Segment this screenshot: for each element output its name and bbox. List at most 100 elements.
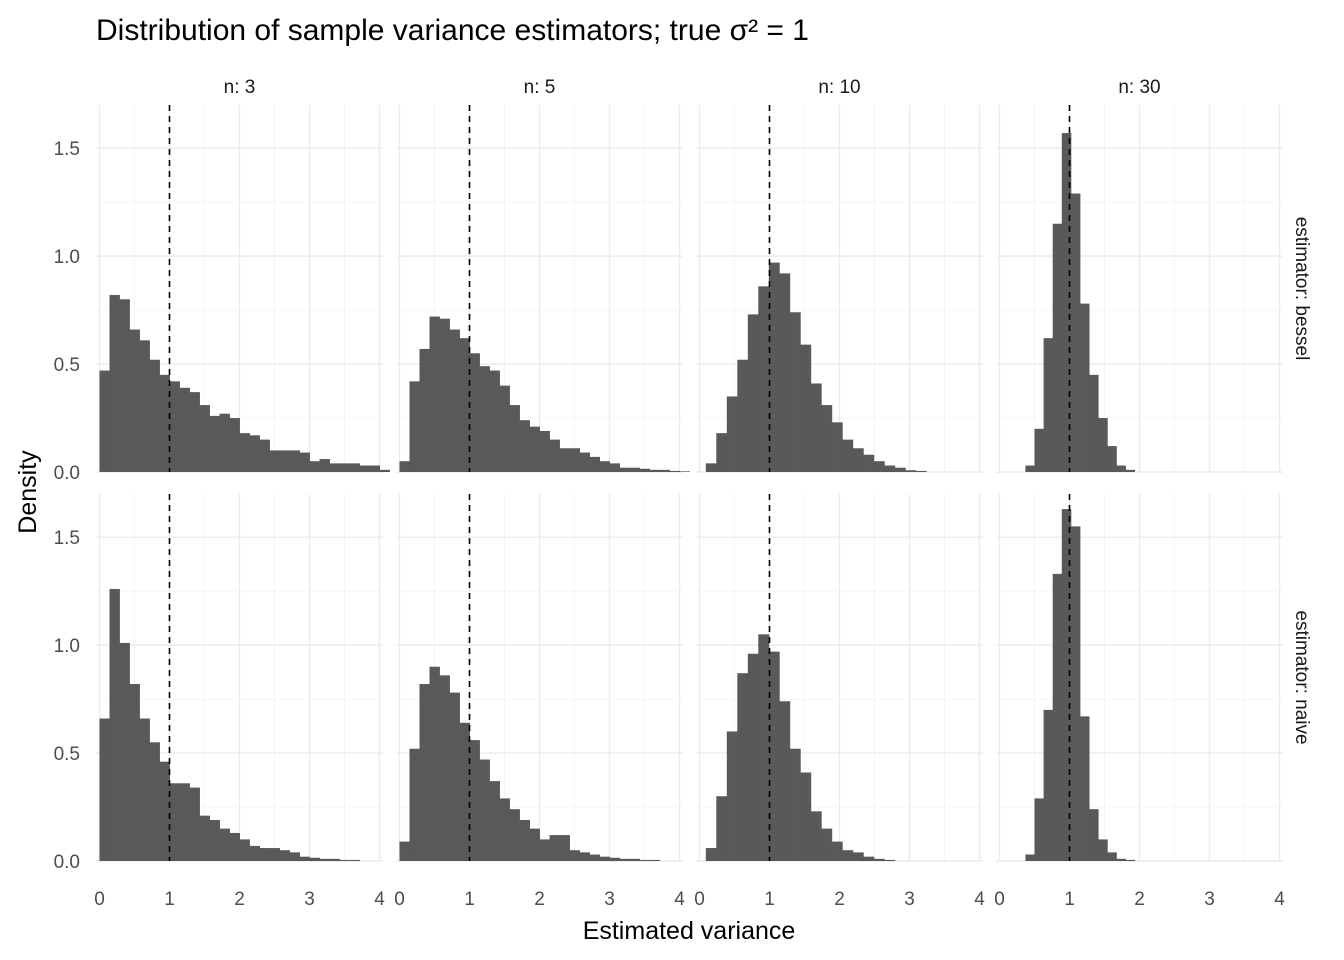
histogram-bar: [299, 856, 310, 861]
chart-title: Distribution of sample variance estimato…: [96, 14, 809, 47]
x-tick-label: 3: [904, 889, 915, 910]
histogram-bar: [1098, 418, 1108, 472]
histogram-bar: [789, 748, 801, 861]
histogram-bar: [409, 381, 420, 472]
histogram-bar: [599, 461, 610, 472]
histogram-bar: [259, 848, 270, 861]
histogram-bar: [159, 761, 170, 861]
histogram-bar: [179, 387, 190, 472]
histogram-bar: [209, 415, 220, 472]
x-tick-label: 1: [464, 889, 475, 910]
histogram-bar: [549, 835, 560, 861]
histogram-bar: [726, 396, 738, 472]
facet-row-label: estimator: naive: [1291, 610, 1312, 744]
histogram-bar: [569, 448, 580, 472]
histogram-bar: [529, 426, 540, 472]
histogram-bar: [1034, 798, 1044, 861]
histogram-bar: [737, 673, 749, 861]
histogram-bar: [852, 448, 864, 472]
histogram-bar: [800, 772, 812, 861]
histogram-bar: [499, 385, 510, 472]
histogram-bar: [831, 422, 843, 472]
x-tick-label: 3: [304, 889, 315, 910]
y-tick-label: 1.0: [54, 247, 80, 268]
facet-column-label: n: 10: [818, 77, 860, 98]
histogram-bar: [831, 841, 843, 861]
histogram-bar: [169, 783, 180, 861]
histogram-bar: [800, 344, 812, 472]
facet-column-label: n: 30: [1118, 77, 1160, 98]
histogram-bar: [559, 835, 570, 861]
histogram-bar: [659, 469, 670, 472]
histogram-bar: [1107, 852, 1117, 861]
x-tick-label: 1: [164, 889, 175, 910]
histogram-bar: [579, 852, 590, 861]
histogram-bar: [449, 329, 460, 472]
histogram-bar: [549, 439, 560, 472]
histogram-bar: [589, 456, 600, 472]
x-tick-label: 4: [1274, 889, 1285, 910]
histogram-bar: [821, 405, 833, 472]
histogram-bar: [279, 450, 290, 472]
histogram-bar: [842, 850, 854, 861]
histogram-bar: [810, 383, 822, 472]
histogram-bar: [239, 433, 250, 472]
histogram-bar: [99, 718, 110, 861]
histogram-bar: [779, 701, 791, 861]
histogram-bar: [705, 463, 717, 472]
histogram-bar: [119, 642, 130, 861]
histogram-bar: [609, 463, 620, 472]
x-tick-label: 3: [1204, 889, 1215, 910]
x-tick-label: 2: [234, 889, 245, 910]
y-tick-label: 1.0: [54, 636, 80, 657]
histogram-bar: [810, 811, 822, 861]
histogram-bar: [863, 454, 875, 472]
histogram-bar: [139, 340, 150, 472]
histogram-bar: [619, 858, 630, 861]
histogram-bar: [279, 850, 290, 861]
histogram-bar: [1025, 465, 1035, 472]
histogram-bar: [758, 634, 770, 861]
histogram-bar: [399, 461, 410, 472]
histogram-bar: [329, 463, 340, 472]
histogram-bar: [429, 316, 440, 472]
histogram-bar: [129, 329, 140, 472]
x-tick-label: 0: [394, 889, 405, 910]
histogram-bar: [229, 418, 240, 472]
histogram-bar: [1052, 223, 1063, 472]
histogram-bar: [1070, 193, 1081, 472]
x-tick-label: 2: [534, 889, 545, 910]
x-tick-label: 1: [1064, 889, 1075, 910]
histogram-bar: [509, 809, 520, 861]
histogram-bar: [249, 435, 260, 472]
histogram-bar: [469, 353, 480, 472]
histogram-bar: [229, 832, 240, 861]
histogram-bar: [469, 740, 480, 861]
x-tick-label: 1: [764, 889, 775, 910]
histogram-bar: [159, 374, 170, 472]
histogram-bar: [768, 651, 780, 861]
x-tick-label: 2: [1134, 889, 1145, 910]
histogram-bar: [884, 465, 896, 472]
histogram-bar: [873, 461, 885, 472]
histogram-bar: [821, 828, 833, 861]
histogram-bar: [299, 452, 310, 472]
histogram-bar: [894, 467, 906, 472]
histogram-bar: [747, 314, 759, 472]
histogram-bar: [884, 859, 896, 861]
histogram-bar: [716, 796, 728, 861]
histogram-bar: [409, 748, 420, 861]
histogram-bar: [1125, 469, 1135, 472]
histogram-bar: [199, 405, 210, 472]
histogram-bar: [639, 859, 650, 861]
histogram-bar: [359, 465, 370, 472]
x-tick-label: 4: [974, 889, 985, 910]
histogram-bar: [449, 692, 460, 861]
histogram-bar: [1043, 338, 1054, 472]
histogram-bar: [189, 787, 200, 861]
histogram-bar: [319, 459, 330, 472]
histogram-bar: [1025, 854, 1035, 861]
histogram-bar: [559, 448, 570, 472]
histogram-bar: [669, 470, 680, 472]
histogram-bar: [109, 294, 120, 472]
